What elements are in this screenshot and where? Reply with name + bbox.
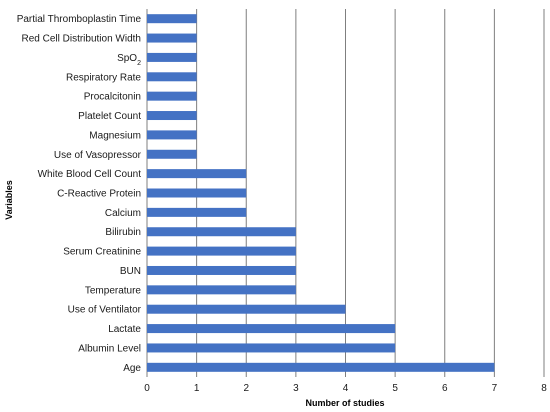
category-label: C-Reactive Protein (57, 189, 141, 200)
bar (147, 343, 396, 353)
category-label: Use of Vasopressor (54, 150, 142, 161)
category-label: Bilirubin (105, 227, 141, 238)
category-labels: Partial Thromboplastin Time Red Cell Dist… (17, 14, 142, 374)
x-tick-label: 5 (392, 383, 398, 394)
bar (147, 130, 197, 140)
category-label: Temperature (85, 285, 142, 296)
bar (147, 246, 296, 256)
bar (147, 285, 296, 295)
bar (147, 111, 197, 121)
category-label: Platelet Count (78, 111, 141, 122)
x-tick-label: 8 (541, 383, 547, 394)
bar (147, 227, 296, 237)
bar (147, 52, 197, 62)
x-tick-label: 0 (144, 383, 150, 394)
bar (147, 91, 197, 101)
category-label: Red Cell Distribution Width (22, 34, 142, 45)
bar (147, 207, 247, 217)
bar (147, 304, 346, 314)
category-label: Albumin Level (78, 343, 141, 354)
category-label: Serum Creatinine (63, 247, 141, 258)
x-tick-label: 6 (442, 383, 448, 394)
bar (147, 188, 247, 198)
bars (147, 14, 495, 372)
x-tick-label: 7 (492, 383, 498, 394)
bar (147, 14, 197, 24)
bar (147, 324, 396, 334)
x-tick-label: 4 (343, 383, 349, 394)
category-label: Respiratory Rate (66, 72, 141, 83)
y-axis-title: Variables (4, 180, 14, 220)
category-label: Partial Thromboplastin Time (17, 14, 142, 25)
grid-lines (146, 9, 545, 377)
x-tick-label: 2 (243, 383, 249, 394)
bar (147, 33, 197, 43)
bar (147, 265, 296, 275)
category-label: SpO2 (117, 53, 141, 67)
bar (147, 72, 197, 82)
x-tick-label: 3 (293, 383, 299, 394)
category-label: Age (123, 363, 141, 374)
bar (147, 149, 197, 159)
category-label: Use of Ventilator (68, 305, 142, 316)
category-label: Calcium (105, 208, 141, 219)
bar (147, 169, 247, 179)
category-label: Magnesium (89, 130, 141, 141)
category-label: White Blood Cell Count (38, 169, 142, 180)
category-label: Procalcitonin (84, 92, 141, 103)
category-label: BUN (120, 266, 141, 277)
category-label: Lactate (108, 324, 141, 335)
bar (147, 362, 495, 372)
x-axis-title: Number of studies (305, 398, 384, 408)
x-tick-labels: 0 1 2 3 4 5 6 7 8 (144, 383, 547, 394)
x-tick-label: 1 (194, 383, 200, 394)
